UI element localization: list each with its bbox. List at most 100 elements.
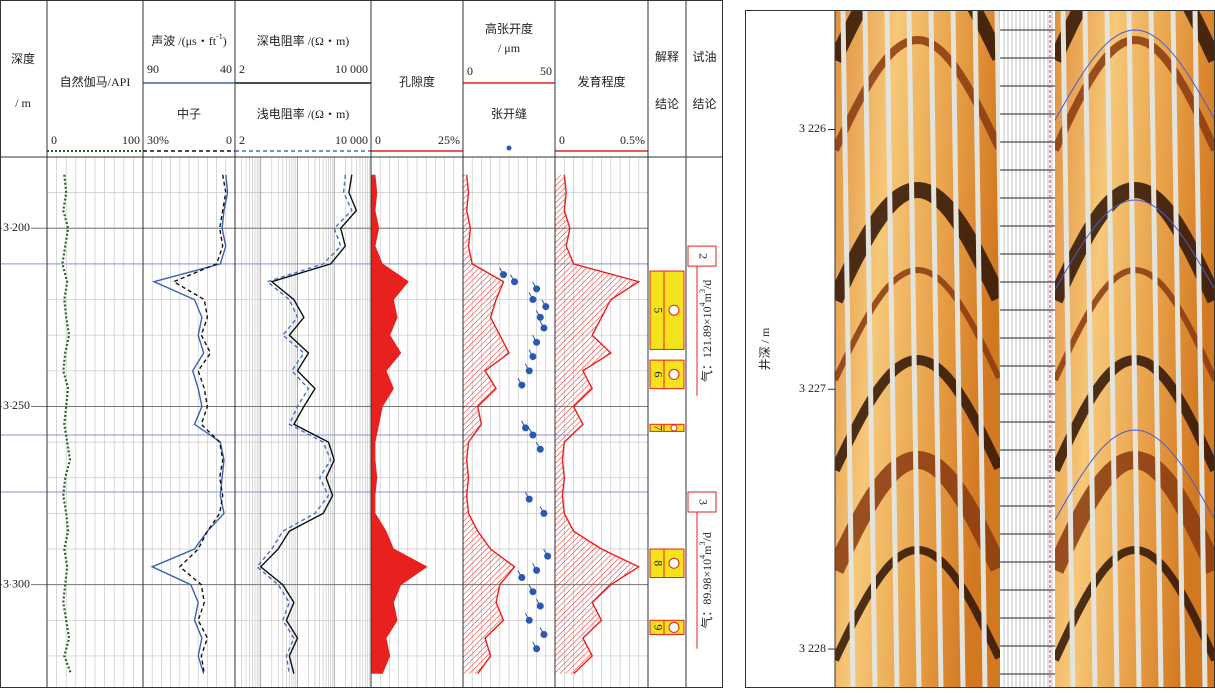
test-label: 2 (696, 253, 710, 259)
bedding-band (835, 354, 1004, 473)
pad-gap (1060, 10, 1076, 688)
layer-label: 5 (651, 307, 665, 313)
column-title: 解释 (655, 50, 679, 64)
curve-name: 发育程度 (577, 74, 625, 89)
rate-text: 气：89.98×10 (699, 559, 714, 629)
scale-max: 10 000 (335, 62, 368, 76)
rate-sup: 4 (698, 302, 707, 306)
borehole-image (835, 10, 1215, 688)
depth-title: 深度 (11, 51, 35, 66)
fracture-point (544, 552, 552, 560)
scale-max: 10 000 (335, 133, 368, 147)
fracture-point (525, 616, 533, 624)
fracture-point (522, 424, 530, 432)
layer-label: 9 (651, 624, 665, 630)
layer-label: 6 (651, 371, 665, 377)
column-title: 结论 (655, 97, 679, 111)
scale-max: 40 (220, 62, 232, 76)
fracture-legend-dot (506, 145, 512, 151)
rate-unit: m (700, 292, 714, 302)
fitted-sine (1054, 199, 1215, 291)
pad-gap (1104, 10, 1120, 688)
curve-name: 浅电阻率 /(Ω・m) (257, 106, 350, 121)
fracture-point (499, 271, 507, 279)
test-label-box (687, 245, 717, 267)
bedding-band (1051, 35, 1215, 152)
column-title: 结论 (692, 97, 716, 111)
fracture-name: 张开缝 (491, 106, 527, 121)
depth-tick-label: 3 300 (3, 576, 30, 590)
image-tick-label: 3 226 (799, 121, 826, 135)
fracture-point (533, 338, 541, 346)
fracture-point (540, 509, 548, 517)
curve (561, 174, 641, 675)
pad-gap (884, 10, 900, 688)
bedding-band (835, 35, 1003, 152)
scale-min: 90 (147, 62, 159, 76)
pad-gap (906, 10, 922, 688)
scale-max: 100 (122, 133, 140, 147)
image-axis-label: 井深 / m (758, 327, 772, 370)
pad-gap (1148, 10, 1164, 688)
scale-min: 0 (467, 64, 473, 78)
pad-gap (862, 10, 878, 688)
curve (150, 174, 229, 674)
depth-tick-label: 3 200 (3, 220, 30, 234)
rate-unit-sup: 3 (698, 542, 707, 546)
curve (256, 174, 353, 674)
bedding-band (835, 181, 1007, 304)
layer-label: 7 (651, 425, 665, 431)
rate-unit: m (700, 545, 714, 555)
fracture-point (540, 324, 548, 332)
fracture-point (540, 631, 548, 639)
layer-label: 8 (651, 560, 665, 566)
curve-name-tail: ) (223, 34, 227, 48)
curve-name: 孔隙度 (399, 74, 435, 89)
fracture-point (542, 303, 550, 311)
curve-fill (371, 174, 427, 674)
fracture-point (529, 431, 537, 439)
interpreted-layer (649, 423, 685, 432)
curve-fill (555, 174, 639, 674)
fracture-point (511, 278, 519, 286)
curve (465, 174, 516, 675)
curve-name: 高张开度 (485, 21, 533, 36)
curve-name-sup: -1 (216, 32, 223, 41)
fracture-point (525, 367, 533, 375)
scale-min: 30% (147, 133, 169, 147)
gas-symbol (668, 304, 680, 316)
fracture-point (518, 574, 526, 582)
curve-name-text: 声波 /(μs・ft (151, 34, 216, 48)
pad-gap (972, 10, 988, 688)
pad-gap (1082, 10, 1098, 688)
fracture-point (529, 296, 537, 304)
fracture-point (536, 602, 544, 610)
fracture-point (525, 495, 533, 503)
fracture-point (536, 445, 544, 453)
pad-gap (1170, 10, 1186, 688)
curve (61, 174, 73, 675)
fracture-point (533, 645, 541, 653)
pad-gap (950, 10, 966, 688)
fracture-point (518, 381, 526, 389)
rate-tail: /d (700, 280, 714, 289)
column-title: 试油 (692, 49, 716, 64)
fracture-point (529, 588, 537, 596)
scale-max: 0 (226, 133, 232, 147)
rate-tail: /d (700, 532, 714, 541)
pad-gap (840, 10, 856, 688)
test-rate: 气：121.89×104m3/d (698, 280, 713, 382)
pad-gap (1192, 10, 1208, 688)
scale-min: 2 (239, 62, 245, 76)
curve (259, 174, 358, 674)
curve-name: 声波 /(μs・ft-1) (151, 32, 226, 47)
pad-gap (928, 10, 944, 688)
fitted-sine (1054, 29, 1215, 121)
bedding-band (835, 266, 1002, 382)
gas-symbol (668, 621, 680, 633)
curve-fill (463, 174, 515, 674)
fitted-sine (1054, 429, 1215, 521)
gas-symbol (668, 368, 680, 380)
image-tick-label: 3 228 (799, 641, 826, 655)
